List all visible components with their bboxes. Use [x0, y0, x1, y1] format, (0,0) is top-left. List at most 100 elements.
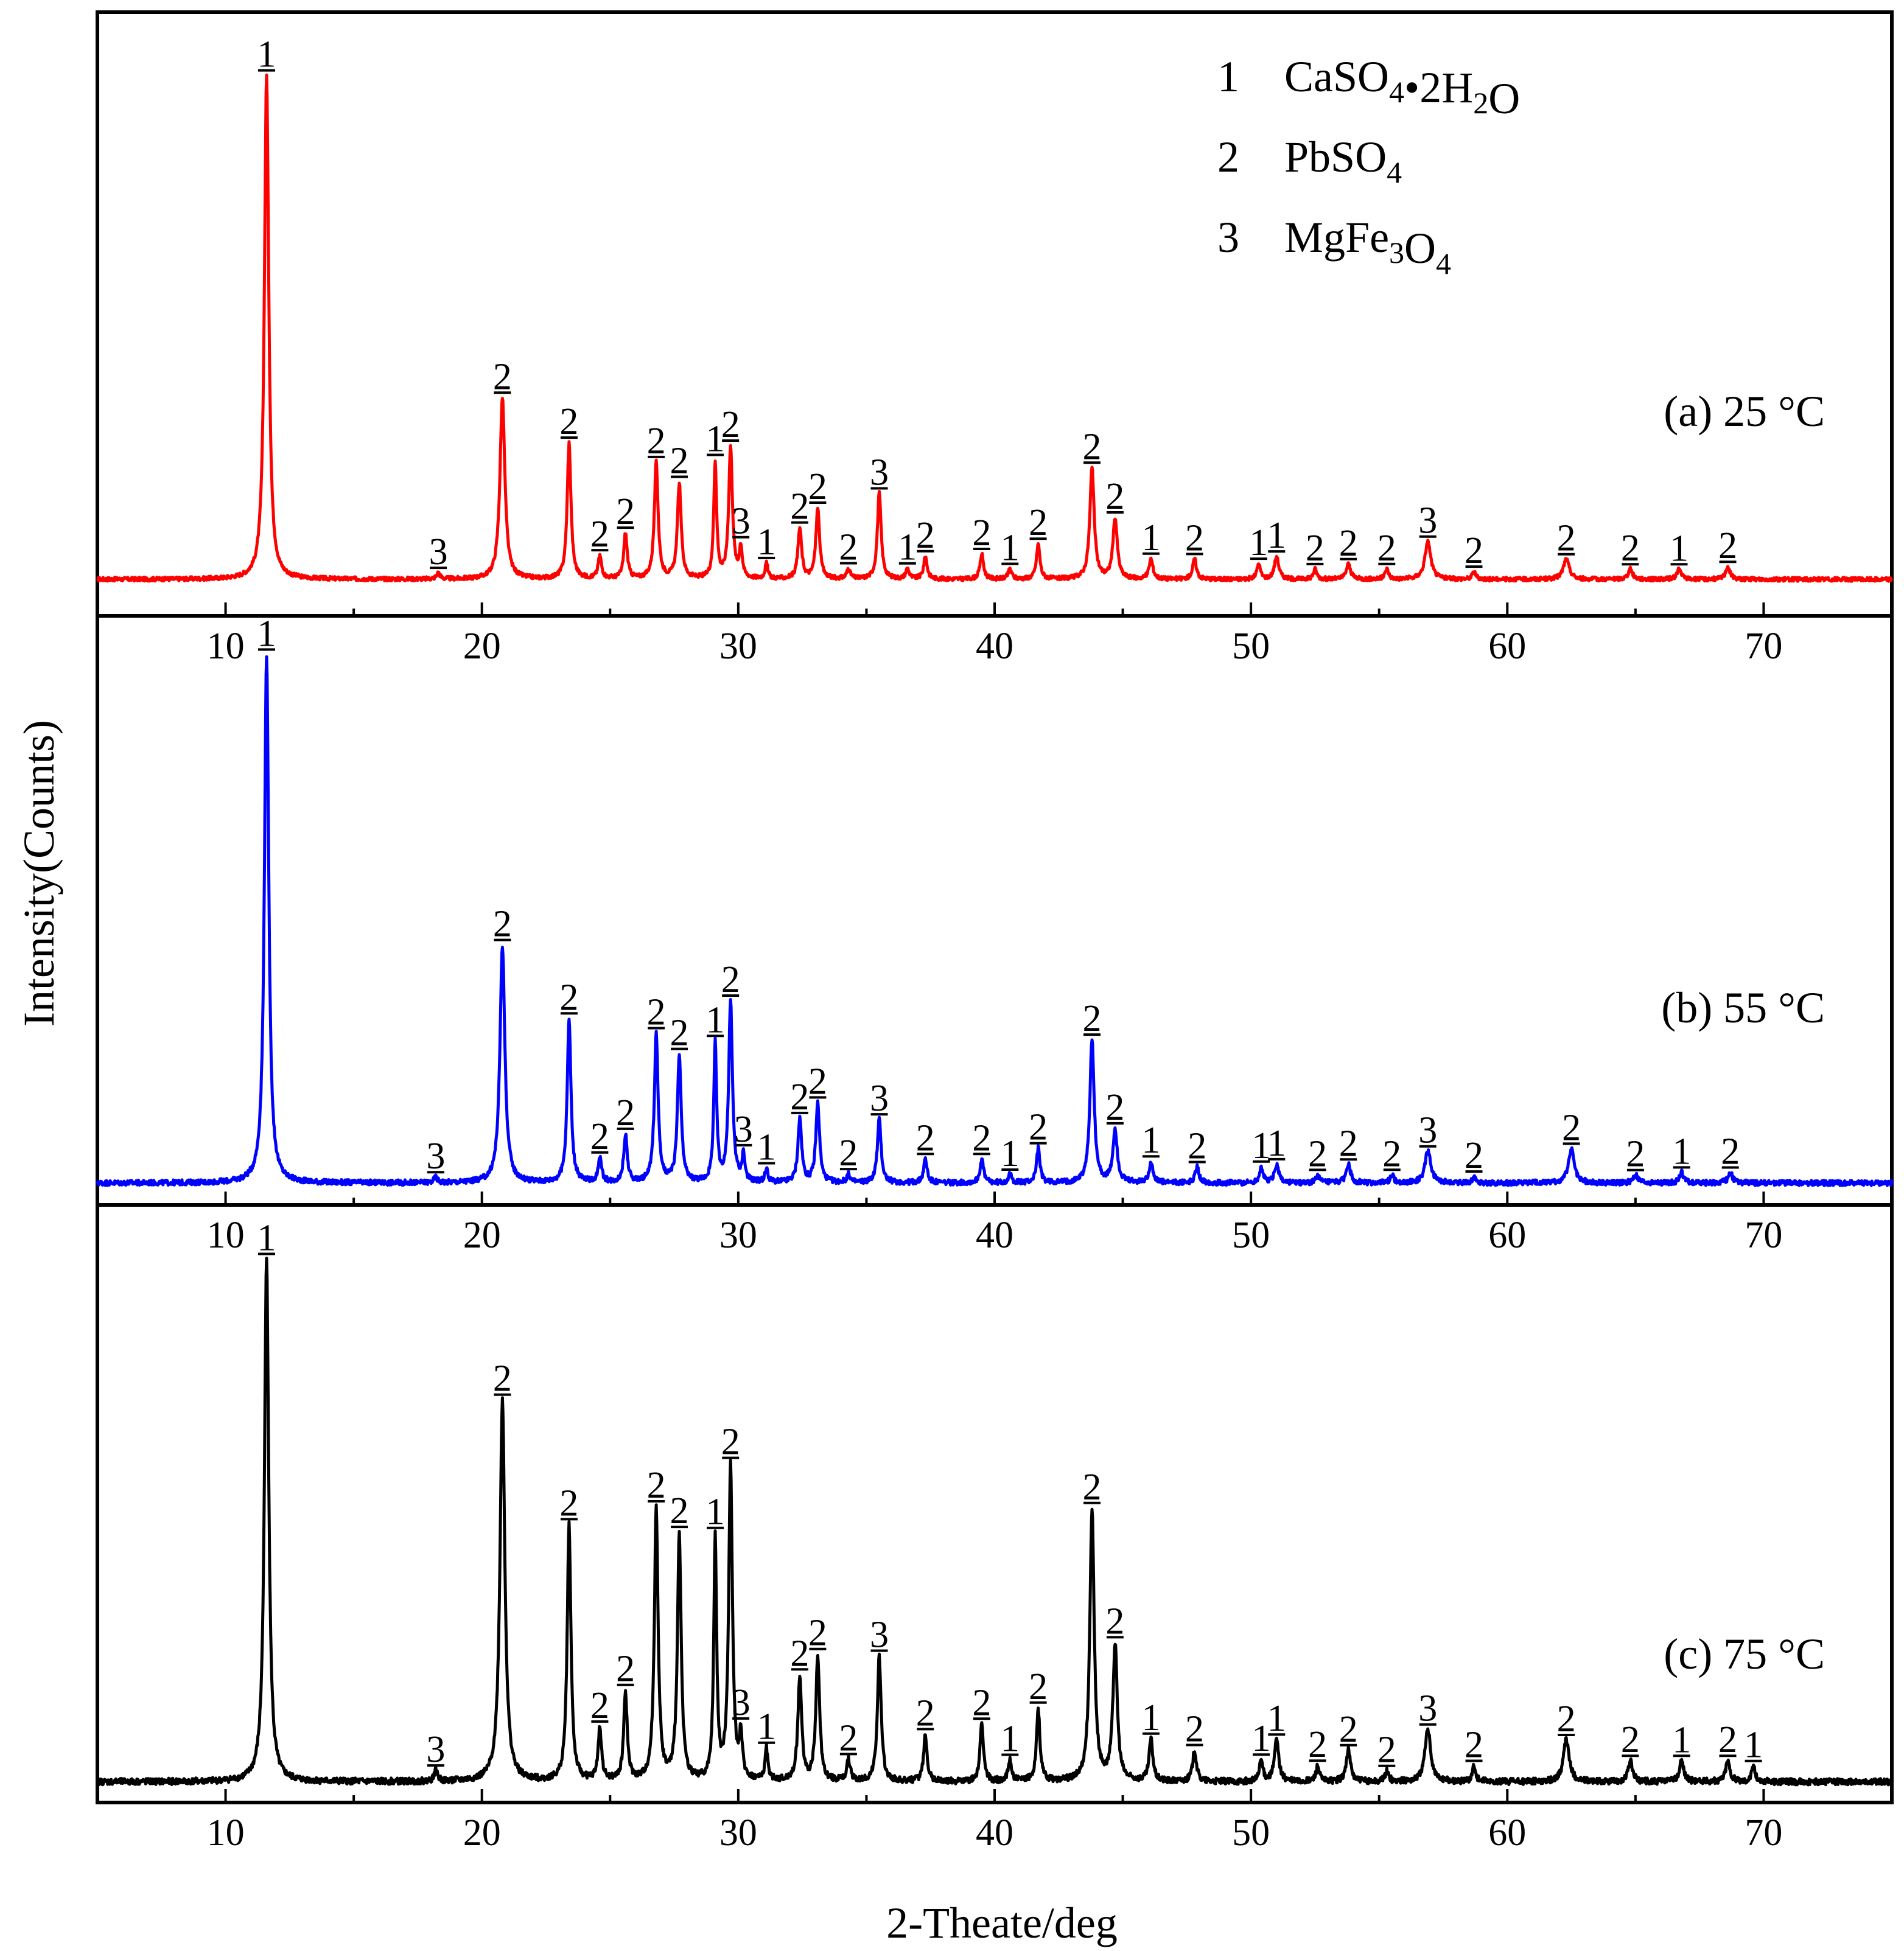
peak-label: 2 [1105, 476, 1124, 517]
x-tick-label: 40 [976, 1215, 1013, 1256]
panel-temperature-label: (b) 55 °C [1661, 983, 1825, 1032]
peak-label: 1 [706, 999, 725, 1041]
peak-label: 2 [1306, 528, 1325, 569]
peak-label: 2 [1188, 1126, 1206, 1167]
peak-label: 1 [1249, 522, 1268, 564]
peak-label: 1 [257, 1218, 276, 1259]
panel-frame [96, 1203, 1894, 1804]
peak-label: 2 [647, 992, 666, 1033]
peak-label: 2 [1105, 1087, 1124, 1128]
peak-label: 2 [1029, 1107, 1048, 1148]
peak-label: 2 [1557, 518, 1576, 559]
peak-label: 2 [790, 486, 809, 528]
peak-label: 2 [647, 421, 666, 462]
peak-label: 1 [257, 34, 276, 75]
x-tick-label: 20 [463, 1215, 501, 1256]
peak-label: 2 [616, 491, 635, 532]
x-tick-label: 30 [719, 626, 757, 667]
peak-label: 3 [1418, 500, 1437, 542]
peak-label: 2 [839, 527, 858, 568]
peak-label: 3 [734, 1109, 753, 1150]
peak-label: 2 [808, 1061, 827, 1102]
peak-label: 3 [429, 531, 448, 573]
peak-label: 1 [257, 613, 276, 654]
peak-label: 2 [1339, 523, 1358, 564]
peak-label: 2 [1621, 528, 1640, 569]
peak-label: 2 [590, 514, 609, 555]
peak-label: 2 [808, 466, 827, 508]
peak-label: 3 [870, 1614, 889, 1656]
peak-label: 2 [790, 1077, 809, 1118]
peak-label: 2 [670, 1490, 689, 1532]
x-tick-label: 10 [207, 1812, 245, 1854]
peak-label: 1 [757, 522, 776, 563]
x-axis-ticks: 10 20 30 40 50 60 70 [96, 602, 1893, 667]
peak-label: 2 [1308, 1133, 1327, 1174]
peak-label: 1 [1670, 528, 1689, 569]
legend-entry-formula: MgFe3O4 [1284, 213, 1451, 281]
x-tick-label: 10 [207, 626, 245, 667]
x-axis-label: 2-Theate/deg [886, 1899, 1118, 1947]
x-tick-label: 60 [1488, 1812, 1526, 1854]
peak-label: 2 [493, 1358, 512, 1400]
peak-label: 1 [1267, 1123, 1286, 1164]
peak-label: 2 [721, 404, 740, 445]
peak-label: 1 [757, 1706, 776, 1748]
peak-label: 3 [732, 501, 751, 542]
peak-label: 2 [1562, 1107, 1581, 1148]
peak-label: 2 [1339, 1709, 1358, 1750]
peak-label: 2 [1557, 1698, 1576, 1740]
peak-label: 2 [559, 1482, 578, 1524]
peak-label: 2 [647, 1465, 666, 1506]
peak-label: 2 [1626, 1134, 1645, 1175]
peak-label: 1 [1267, 1698, 1286, 1739]
peak-label: 2 [1029, 1666, 1048, 1708]
peak-label: 2 [916, 1117, 935, 1159]
peak-label: 2 [972, 1117, 991, 1159]
x-tick-label: 20 [463, 626, 501, 667]
peak-label: 1 [1141, 1697, 1160, 1739]
peak-label: 2 [590, 1685, 609, 1726]
legend-entry-formula: CaSO4•2H2O [1284, 52, 1520, 123]
peak-label: 3 [870, 452, 889, 494]
peak-label: 2 [493, 356, 512, 397]
peak-label: 2 [1465, 1725, 1483, 1766]
x-tick-label: 20 [463, 1812, 501, 1854]
peak-label: 2 [721, 959, 740, 1000]
peak-label: 2 [1465, 530, 1483, 571]
panel-frame [96, 10, 1894, 618]
peak-label: 2 [790, 1633, 809, 1674]
x-tick-label: 70 [1745, 626, 1782, 667]
peak-label: 2 [916, 1692, 935, 1734]
panel-temperature-label: (a) 25 °C [1664, 387, 1825, 436]
peak-label: 2 [1083, 1467, 1102, 1508]
peak-label: 2 [1083, 426, 1102, 467]
peak-label: 2 [1185, 517, 1204, 559]
x-tick-label: 30 [719, 1215, 757, 1256]
peak-label: 1 [1672, 1131, 1691, 1172]
legend: 1 CaSO4•2H2O 2 PbSO4 3 MgFe3O4 [1217, 52, 1520, 281]
peak-label: 1 [1672, 1719, 1691, 1761]
peak-label: 1 [1001, 1719, 1020, 1760]
peak-label: 2 [559, 977, 578, 1018]
x-tick-label: 60 [1488, 626, 1526, 667]
peak-label: 2 [839, 1717, 858, 1759]
peak-label: 1 [706, 1492, 725, 1533]
peak-label: 2 [590, 1116, 609, 1157]
y-axis-label: Intensity(Counts) [15, 720, 63, 1027]
xrd-series-line [96, 73, 1894, 583]
legend-entry-id: 1 [1217, 52, 1239, 101]
peak-label: 3 [426, 1136, 445, 1177]
x-tick-label: 70 [1745, 1215, 1782, 1256]
peak-label: 2 [670, 441, 689, 482]
panel-temperature-label: (c) 75 °C [1664, 1630, 1825, 1678]
peak-label: 1 [1744, 1725, 1763, 1766]
legend-entry-formula: PbSO4 [1284, 133, 1402, 189]
peak-label: 2 [1377, 1729, 1396, 1771]
peak-label: 2 [1721, 1131, 1740, 1173]
peak-label: 2 [559, 401, 578, 442]
peak-label: 2 [1308, 1724, 1327, 1765]
peak-label: 1 [706, 419, 725, 460]
